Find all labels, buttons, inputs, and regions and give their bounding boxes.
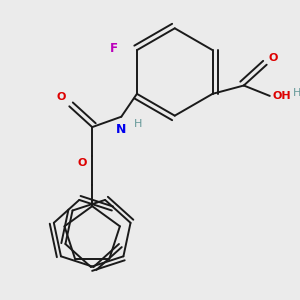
Text: OH: OH bbox=[273, 91, 292, 101]
Text: O: O bbox=[269, 52, 278, 63]
Text: O: O bbox=[57, 92, 66, 102]
Text: N: N bbox=[116, 123, 127, 136]
Text: H: H bbox=[293, 88, 300, 98]
Text: F: F bbox=[110, 42, 118, 55]
Text: O: O bbox=[78, 158, 87, 168]
Text: H: H bbox=[134, 119, 142, 129]
